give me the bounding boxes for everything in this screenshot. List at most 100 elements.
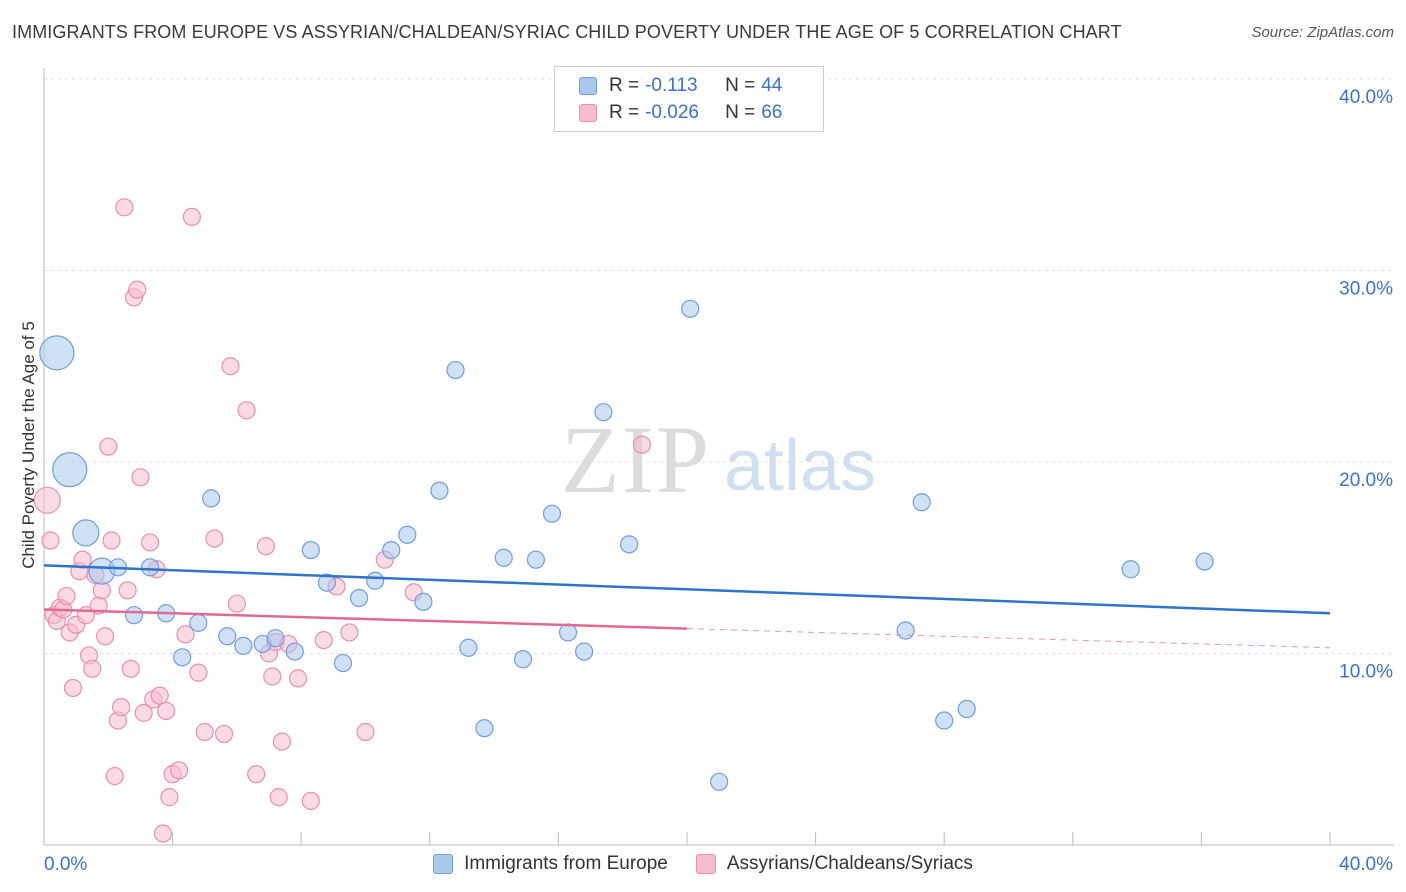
data-point-assyrians [63, 678, 83, 698]
data-point-europe [710, 772, 729, 791]
data-point-europe [202, 489, 221, 508]
y-tick-label: 30.0% [1339, 279, 1393, 300]
data-point-europe [896, 621, 915, 640]
blue-swatch-icon [579, 77, 597, 95]
data-point-assyrians [256, 537, 275, 556]
trend-line-assyrians [43, 608, 688, 630]
data-point-assyrians [237, 401, 256, 420]
data-point-assyrians [205, 529, 224, 548]
data-point-europe [317, 573, 337, 592]
data-point-assyrians [356, 722, 375, 742]
data-point-assyrians [301, 791, 320, 811]
data-point-europe [189, 613, 208, 632]
data-point-assyrians [112, 698, 131, 717]
series-legend: Immigrants from Europe Assyrians/Chaldea… [0, 851, 1406, 877]
legend-label-europe: Immigrants from Europe [464, 853, 668, 874]
data-point-assyrians [153, 824, 173, 843]
data-point-europe [366, 571, 385, 590]
source-label: Source: ZipAtlas.com [1251, 24, 1394, 41]
data-point-assyrians [247, 765, 266, 784]
pink-swatch-icon [579, 104, 597, 122]
data-point-europe [333, 653, 353, 673]
data-point-assyrians [134, 703, 153, 722]
chart-title: IMMIGRANTS FROM EUROPE VS ASSYRIAN/CHALD… [12, 22, 1122, 42]
data-point-europe [526, 550, 545, 569]
data-point-assyrians [632, 435, 652, 454]
y-tick-label: 20.0% [1339, 470, 1393, 491]
y-axis-label: Child Poverty Under the Age of 5 [19, 321, 38, 569]
data-point-assyrians [176, 625, 195, 644]
data-point-europe [935, 711, 954, 730]
data-point-europe [218, 627, 237, 646]
data-point-assyrians [214, 724, 234, 744]
data-point-europe [72, 519, 100, 547]
tick-labels: 10.0% 20.0% 30.0% 40.0% 0.0% 40.0% [44, 87, 1393, 875]
r-value: -0.113 [645, 75, 698, 96]
data-point-assyrians [102, 531, 121, 550]
data-point-europe [513, 650, 533, 669]
data-point-europe [301, 540, 320, 560]
r-label: R = [609, 102, 640, 123]
data-point-europe [285, 642, 304, 661]
data-point-assyrians [227, 594, 246, 613]
axes [43, 68, 1394, 846]
data-point-assyrians [195, 722, 214, 742]
data-point-europe [414, 592, 433, 611]
data-point-assyrians [95, 627, 115, 646]
y-tick-label: 10.0% [1339, 662, 1393, 683]
data-point-assyrians [269, 788, 288, 807]
data-point-assyrians [272, 732, 292, 751]
data-point-europe [620, 535, 639, 554]
data-point-europe [398, 525, 417, 544]
data-point-europe [912, 493, 931, 512]
trend-lines [43, 564, 1331, 649]
data-point-europe [234, 636, 253, 655]
x-tick-label: 0.0% [44, 854, 87, 875]
legend-item-europe[interactable]: Immigrants from Europe [433, 853, 668, 875]
data-point-europe [681, 299, 700, 318]
trend-line-europe [43, 564, 1331, 615]
data-point-assyrians [263, 667, 282, 686]
n-label: N = [725, 102, 756, 123]
y-tick-label: 40.0% [1339, 87, 1393, 108]
y-axis-label-wrap: Child Poverty Under the Age of 5 [14, 275, 44, 615]
data-point-europe [494, 548, 513, 567]
legend-item-assyrians[interactable]: Assyrians/Chaldeans/Syriacs [695, 853, 973, 875]
gridlines [44, 78, 1394, 654]
correlation-legend: R = -0.113 N = 44 R = -0.026 N = 66 [554, 66, 824, 132]
watermark-zip: ZIP [561, 406, 711, 513]
data-point-europe [542, 504, 562, 523]
data-point-europe [349, 588, 369, 608]
data-point-assyrians [288, 669, 308, 688]
data-point-europe [430, 481, 449, 500]
data-point-europe [39, 335, 75, 371]
data-point-assyrians [189, 663, 208, 682]
data-point-assyrians [157, 701, 176, 721]
data-point-assyrians [118, 581, 137, 600]
watermark-atlas: atlas [724, 426, 876, 506]
series-europe-points [39, 299, 1214, 791]
data-point-europe [173, 648, 192, 667]
r-label: R = [609, 75, 640, 96]
r-value: -0.026 [645, 102, 699, 123]
data-point-assyrians [128, 280, 147, 299]
data-point-europe [382, 540, 401, 560]
data-point-europe [52, 452, 88, 488]
data-point-assyrians [314, 630, 333, 650]
data-point-assyrians [150, 686, 169, 705]
legend-label-assyrians: Assyrians/Chaldeans/Syriacs [726, 853, 973, 874]
data-point-assyrians [83, 659, 102, 678]
data-point-assyrians [33, 486, 61, 514]
data-point-assyrians [160, 788, 179, 807]
data-point-europe [1121, 560, 1140, 579]
trend-line-assyrians-extension [686, 628, 1331, 649]
legend-row-europe: R = -0.113 N = 44 [579, 73, 782, 99]
data-point-assyrians [57, 586, 76, 606]
data-point-assyrians [105, 766, 124, 786]
data-point-assyrians [182, 207, 201, 226]
pink-swatch-icon [695, 854, 716, 874]
data-point-assyrians [121, 659, 140, 678]
data-point-assyrians [115, 198, 134, 217]
data-point-assyrians [131, 468, 150, 487]
